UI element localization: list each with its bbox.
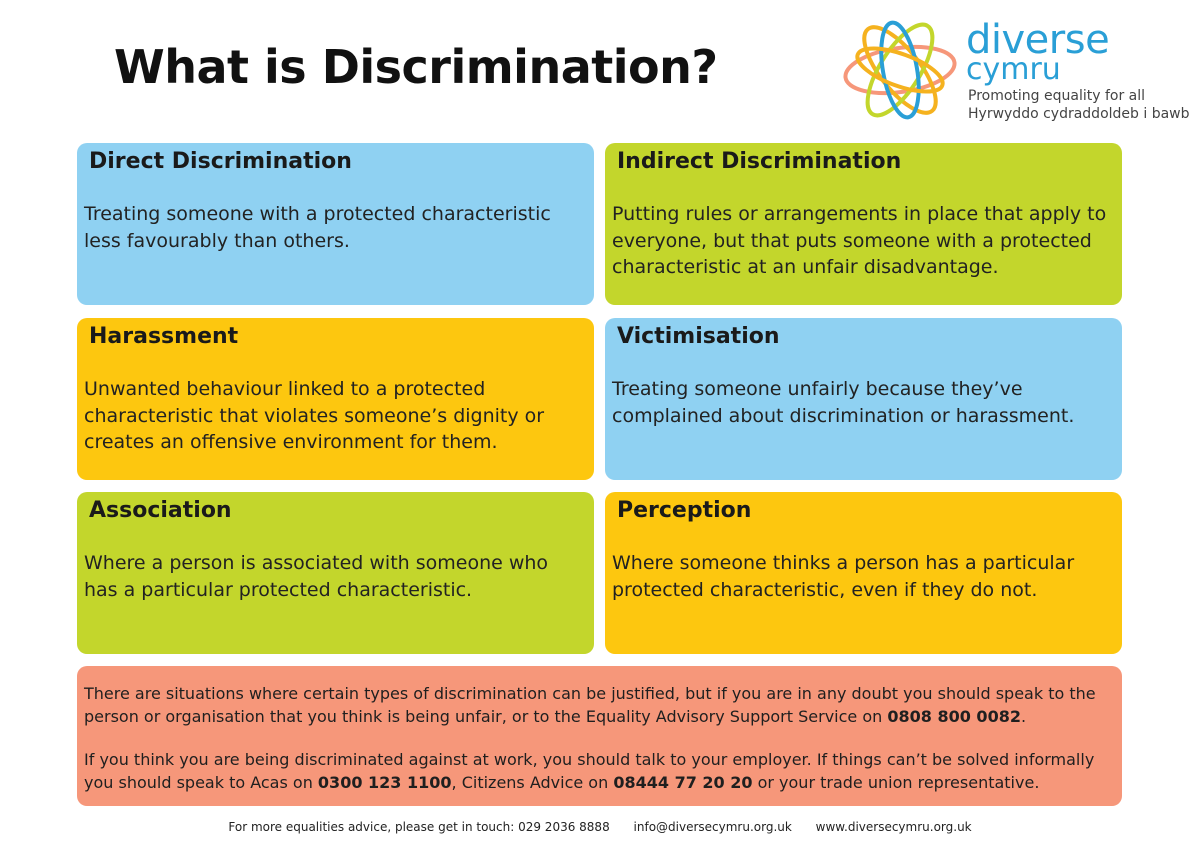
advice-paragraph-work: If you think you are being discriminated… [84,748,1116,794]
footer-contact-phone: For more equalities advice, please get i… [228,820,610,834]
advice-note-box: There are situations where certain types… [77,666,1122,806]
card-harassment: Harassment Unwanted behaviour linked to … [77,318,594,480]
card-victimisation: Victimisation Treating someone unfairly … [605,318,1122,480]
diverse-cymru-logo: diverse cymru Promoting equality for all… [838,10,1190,128]
punctuation: . [1020,707,1027,726]
card-body: Unwanted behaviour linked to a protected… [84,378,545,453]
card-direct-discrimination: Direct Discrimination Treating someone w… [77,143,594,305]
advice-text: or your trade union representative. [752,773,1040,792]
card-title: Indirect Discrimination [617,149,902,174]
advice-text: There are situations where certain types… [84,684,1096,726]
card-title: Association [89,498,232,523]
footer: For more equalities advice, please get i… [0,820,1200,834]
logo-tagline-welsh: Hyrwyddo cydraddoldeb i bawb [968,106,1190,122]
card-perception: Perception Where someone thinks a person… [605,492,1122,654]
footer-email-link[interactable]: info@diversecymru.org.uk [633,820,792,834]
card-body: Where a person is associated with someon… [84,552,549,601]
footer-website-link[interactable]: www.diversecymru.org.uk [815,820,972,834]
acas-phone: 0300 123 1100 [317,773,452,792]
card-body: Putting rules or arrangements in place t… [612,203,1107,278]
card-body: Treating someone with a protected charac… [84,203,551,252]
card-title: Harassment [89,324,239,349]
logo-wordmark-diverse: diverse [966,17,1110,63]
citizens-advice-phone: 08444 77 20 20 [613,773,753,792]
card-indirect-discrimination: Indirect Discrimination Putting rules or… [605,143,1122,305]
card-association: Association Where a person is associated… [77,492,594,654]
atom-logo-icon [843,20,957,120]
advice-text: , Citizens Advice on [451,773,614,792]
advice-text: If you think you are being discriminated… [84,750,1095,792]
card-title: Direct Discrimination [89,149,352,174]
equality-advisory-phone: 0808 800 0082 [887,707,1021,726]
page-title: What is Discrimination? [114,40,718,94]
card-body: Treating someone unfairly because they’v… [612,378,1075,427]
card-title: Victimisation [617,324,780,349]
logo-wordmark-cymru: cymru [966,52,1061,87]
advice-paragraph-justified: There are situations where certain types… [84,682,1116,728]
logo-tagline-english: Promoting equality for all [968,88,1146,104]
card-title: Perception [617,498,752,523]
card-body: Where someone thinks a person has a part… [612,552,1075,601]
